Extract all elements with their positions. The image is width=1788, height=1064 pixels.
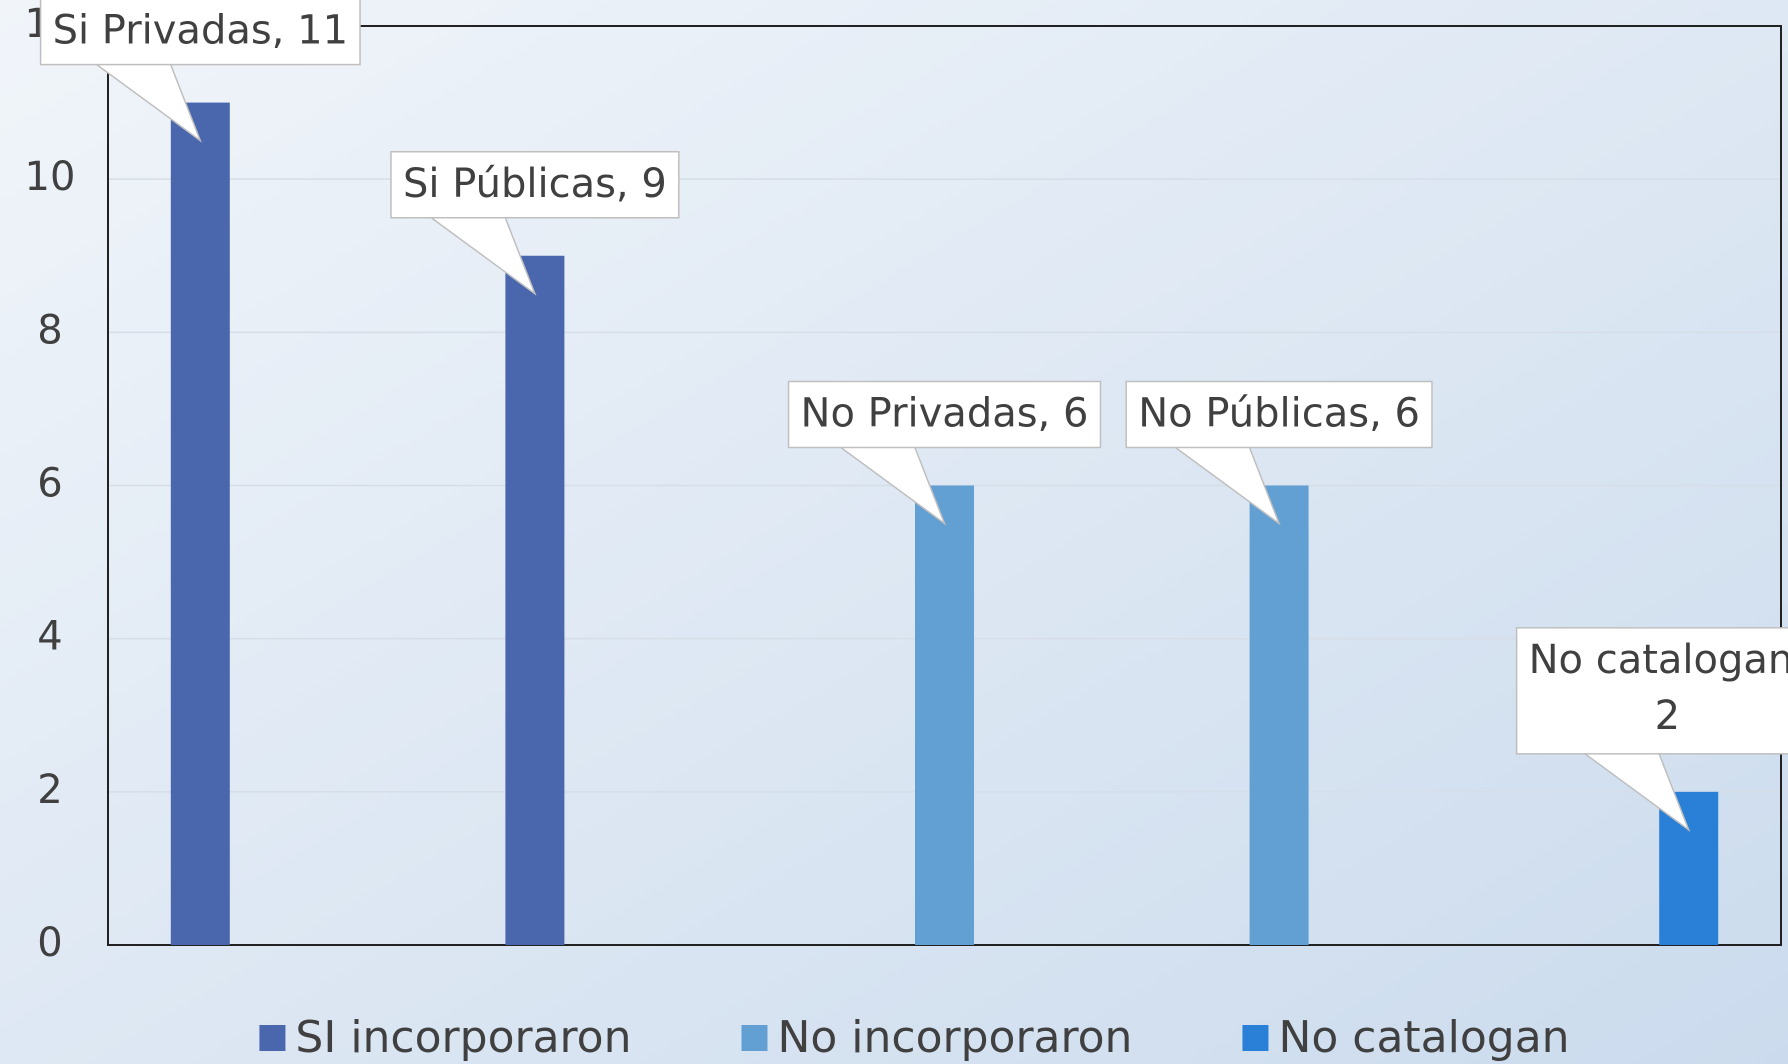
data-label: No catalogan, 2 xyxy=(1515,627,1788,832)
y-tick-label: 0 xyxy=(37,920,62,966)
bar xyxy=(1249,485,1309,945)
y-tick-label: 4 xyxy=(37,614,62,660)
data-label-text: No Privadas, 6 xyxy=(801,391,1089,437)
data-label: Si Privadas, 11 xyxy=(39,0,361,143)
legend-swatch xyxy=(741,1025,768,1051)
bar xyxy=(915,485,974,945)
legend-swatch xyxy=(1242,1025,1269,1051)
y-tick-label: 10 xyxy=(25,154,76,200)
callout-box xyxy=(787,380,1102,449)
data-label-text: No catalogan, 2 xyxy=(1529,637,1788,739)
y-tick-label: 8 xyxy=(37,307,62,353)
legend-label: No catalogan xyxy=(1278,1012,1569,1063)
callout-box xyxy=(390,151,680,219)
legend: SI incorporaron No incorporaron No catalog… xyxy=(259,1012,1570,1063)
bar xyxy=(170,102,230,946)
bar xyxy=(1659,791,1719,945)
data-label: No Públicas, 6 xyxy=(1125,380,1433,526)
callout-box xyxy=(39,0,361,66)
legend-label: No incorporaron xyxy=(777,1012,1132,1063)
y-tick-label: 6 xyxy=(37,461,62,507)
data-label: Si Públicas, 9 xyxy=(390,151,680,296)
label-line: No catalogan, xyxy=(1529,637,1788,683)
data-label-text: No Públicas, 6 xyxy=(1138,391,1420,437)
label-line: 2 xyxy=(1655,693,1680,739)
y-tick-label: 2 xyxy=(37,767,62,813)
data-label-text: Si Privadas, 11 xyxy=(53,8,348,54)
data-label-text: Si Públicas, 9 xyxy=(403,161,667,207)
data-label: No Privadas, 6 xyxy=(787,380,1102,526)
bar xyxy=(505,255,565,945)
legend-swatch xyxy=(259,1025,286,1051)
legend-label: SI incorporaron xyxy=(295,1012,631,1063)
callout-box xyxy=(1515,627,1788,755)
callout-box xyxy=(1125,380,1433,449)
